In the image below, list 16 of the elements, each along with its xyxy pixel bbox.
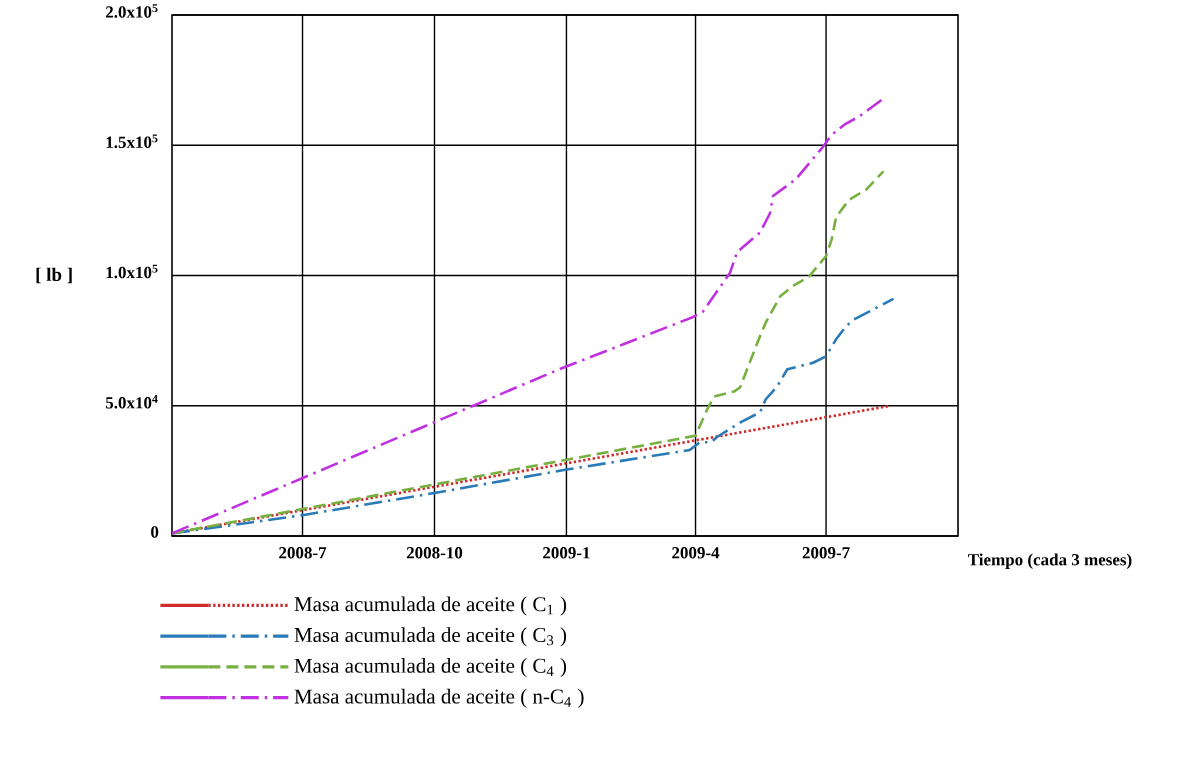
x-axis-title: Tiempo (cada 3 meses) bbox=[967, 553, 1132, 569]
y-tick-label: 1.0x10$^{5}$ bbox=[106, 264, 158, 279]
x-tick-label: 2009-1 bbox=[543, 547, 590, 559]
x-tick-label: 2008-10 bbox=[406, 547, 463, 559]
legend-label: Masa acumulada de aceite ( n-C$_{4}$ ) bbox=[294, 688, 584, 708]
legend-label: Masa acumulada de aceite ( C$_{4}$ ) bbox=[294, 658, 567, 678]
y-axis-title: [ lb ] bbox=[36, 267, 72, 284]
y-tick-label: 5.0x10$^{4}$ bbox=[105, 394, 158, 409]
y-tick-label: 2.0x10$^{5}$ bbox=[105, 4, 158, 18]
x-tick-label: 2009-7 bbox=[802, 547, 850, 559]
legend-label: Masa acumulada de aceite ( C$_{1}$ ) bbox=[294, 596, 567, 616]
y-tick-label: 1.5x10$^{5}$ bbox=[106, 134, 158, 149]
y-tick-label: 0 bbox=[151, 526, 159, 538]
legend-label: Masa acumulada de aceite ( C$_{3}$ ) bbox=[294, 627, 567, 647]
x-tick-label: 2008-7 bbox=[279, 547, 327, 559]
x-tick-label: 2009-4 bbox=[672, 547, 720, 559]
